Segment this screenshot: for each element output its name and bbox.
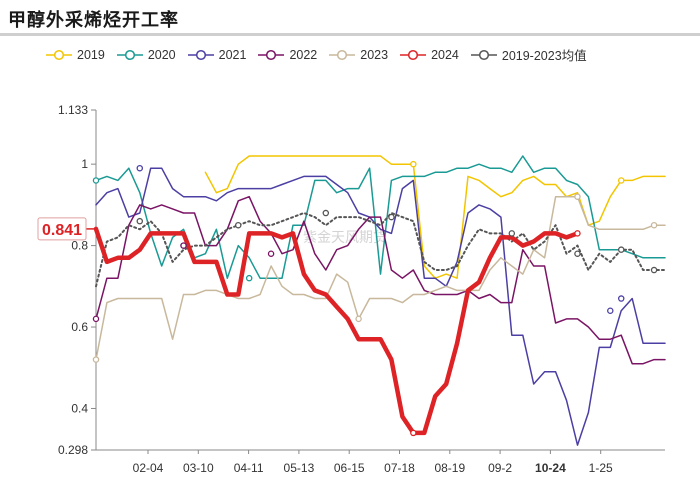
- data-point[interactable]: [650, 266, 658, 274]
- legend-label: 2019: [77, 47, 105, 62]
- y-tick-label: 0.4: [71, 401, 88, 415]
- y-tick-label: 1: [81, 157, 88, 171]
- data-point[interactable]: [355, 315, 362, 323]
- x-tick-label: 04-11: [234, 461, 264, 475]
- x-tick-label: 1-25: [589, 461, 613, 475]
- legend-label: 2020: [147, 47, 176, 62]
- data-point[interactable]: [650, 221, 658, 229]
- title-divider: [0, 33, 700, 36]
- series-line-2021[interactable]: [95, 167, 666, 446]
- x-tick-label: 06-15: [334, 461, 365, 475]
- x-tick-label: 08-19: [434, 461, 465, 475]
- data-point[interactable]: [574, 230, 581, 237]
- legend-label: 2024: [431, 47, 459, 62]
- series-line-2024[interactable]: [93, 226, 580, 436]
- data-point[interactable]: [92, 356, 100, 363]
- data-point[interactable]: [410, 429, 417, 437]
- legend-swatch: [400, 49, 427, 60]
- x-tick-label: 07-18: [384, 461, 415, 475]
- legend-item[interactable]: 2023: [329, 45, 388, 64]
- data-point[interactable]: [617, 177, 625, 184]
- data-point[interactable]: [388, 213, 395, 221]
- legend-item[interactable]: 2022: [258, 45, 317, 64]
- legend-swatch: [470, 49, 497, 60]
- y-tick-label: 0.6: [71, 320, 88, 334]
- legend-swatch: [46, 49, 72, 60]
- legend-item[interactable]: 2020: [116, 45, 176, 64]
- data-point[interactable]: [607, 307, 614, 314]
- y-tick-label: 0.298: [58, 443, 88, 457]
- data-point[interactable]: [508, 230, 516, 237]
- watermark: 紫金天风期货: [303, 229, 387, 246]
- legend-item[interactable]: 2021: [187, 45, 247, 64]
- y-tick-label: 0.8: [71, 239, 88, 253]
- x-tick-label: 02-04: [133, 461, 164, 475]
- chart-title: 甲醇外采烯烃开工率: [8, 10, 179, 31]
- data-point[interactable]: [410, 160, 417, 168]
- legend-label: 2022: [289, 47, 318, 62]
- data-point[interactable]: [245, 274, 253, 282]
- legend-item[interactable]: 2019-2023均值: [470, 45, 587, 64]
- data-point[interactable]: [322, 209, 330, 217]
- data-point[interactable]: [574, 193, 581, 200]
- data-point[interactable]: [617, 295, 625, 302]
- legend-label: 2021: [218, 47, 247, 62]
- callout-value: 0.841: [42, 222, 82, 239]
- legend-swatch: [187, 49, 214, 60]
- legend-item[interactable]: 2024: [400, 45, 459, 64]
- data-point[interactable]: [574, 250, 581, 257]
- x-tick-label: 10-24: [535, 461, 566, 475]
- legend-label: 2019-2023均值: [501, 49, 587, 63]
- data-point[interactable]: [92, 315, 100, 323]
- series-line-2023[interactable]: [95, 195, 666, 361]
- data-point[interactable]: [180, 242, 187, 249]
- data-point[interactable]: [617, 246, 625, 253]
- x-tick-label: 09-2: [488, 461, 512, 475]
- y-tick-label: 1.133: [58, 103, 88, 117]
- legend-swatch: [116, 49, 143, 60]
- callout-box: [37, 217, 87, 241]
- data-point[interactable]: [267, 250, 275, 257]
- legend-swatch: [329, 49, 356, 60]
- data-point[interactable]: [234, 221, 242, 229]
- legend-swatch: [258, 49, 285, 60]
- data-point[interactable]: [136, 164, 144, 172]
- chart-legend: 2019 2020 2021 2022 2023 2024 2019-2023均值: [46, 45, 587, 64]
- series-line-2019-2023均值[interactable]: [95, 212, 666, 288]
- data-point[interactable]: [92, 177, 100, 184]
- legend-item[interactable]: 2019: [46, 45, 105, 64]
- series-line-2022[interactable]: [95, 195, 666, 365]
- legend-label: 2023: [360, 47, 389, 62]
- x-tick-label: 05-13: [284, 461, 315, 475]
- data-point[interactable]: [136, 217, 144, 225]
- x-tick-label: 03-10: [183, 461, 214, 475]
